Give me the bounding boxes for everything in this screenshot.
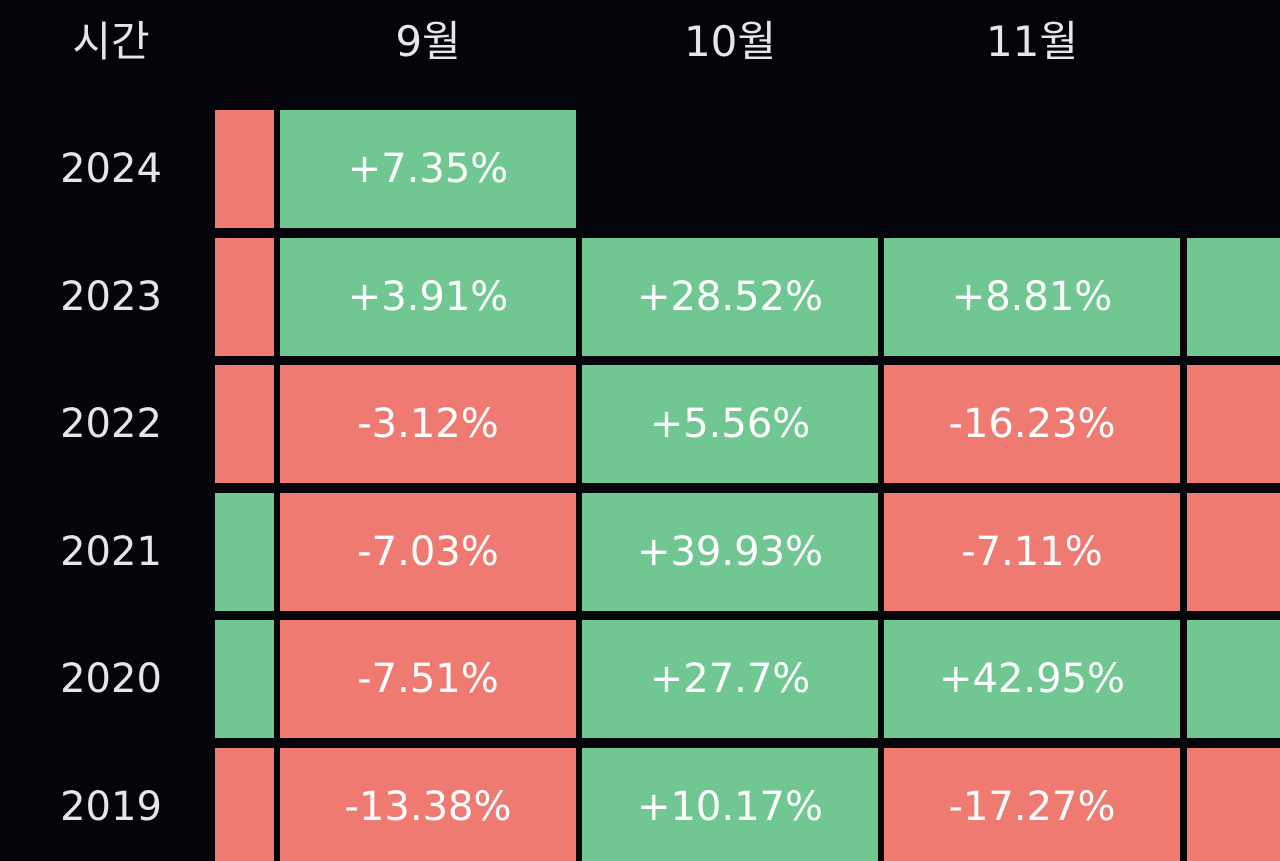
prev-month-cell — [215, 365, 274, 483]
heatmap-cell: +3.91% — [280, 238, 576, 356]
time-column-header: 시간 — [72, 17, 150, 66]
heatmap-cell: +27.7% — [582, 620, 878, 738]
heatmap-cell: +10.17% — [582, 748, 878, 861]
year-label: 2021 — [60, 529, 162, 575]
heatmap-cell: -16.23% — [884, 365, 1180, 483]
heatmap-cell: +8.81% — [884, 238, 1180, 356]
heatmap-cell: +42.95% — [884, 620, 1180, 738]
next-month-cell — [1187, 493, 1280, 611]
year-label: 2022 — [60, 401, 162, 447]
year-label: 2023 — [60, 274, 162, 320]
next-month-cell — [1187, 365, 1280, 483]
heatmap-cell: -7.11% — [884, 493, 1180, 611]
prev-month-cell — [215, 110, 274, 228]
heatmap-cell: -7.51% — [280, 620, 576, 738]
prev-month-cell — [215, 620, 274, 738]
next-month-cell — [1187, 620, 1280, 738]
month-header-oct: 10월 — [683, 17, 777, 66]
next-month-cell — [1187, 238, 1280, 356]
month-header-nov: 11월 — [985, 17, 1079, 66]
heatmap-cell: -17.27% — [884, 748, 1180, 861]
heatmap-cell: -3.12% — [280, 365, 576, 483]
heatmap-cell: -13.38% — [280, 748, 576, 861]
year-label: 2020 — [60, 656, 162, 702]
heatmap-cell: +39.93% — [582, 493, 878, 611]
heatmap-cell: +7.35% — [280, 110, 576, 228]
next-month-cell — [1187, 748, 1280, 861]
prev-month-cell — [215, 238, 274, 356]
prev-month-cell — [215, 493, 274, 611]
prev-month-cell — [215, 748, 274, 861]
year-label: 2019 — [60, 784, 162, 830]
year-label: 2024 — [60, 146, 162, 192]
heatmap-cell: +5.56% — [582, 365, 878, 483]
heatmap-cell: +28.52% — [582, 238, 878, 356]
month-header-sep: 9월 — [395, 17, 461, 66]
heatmap-cell: -7.03% — [280, 493, 576, 611]
